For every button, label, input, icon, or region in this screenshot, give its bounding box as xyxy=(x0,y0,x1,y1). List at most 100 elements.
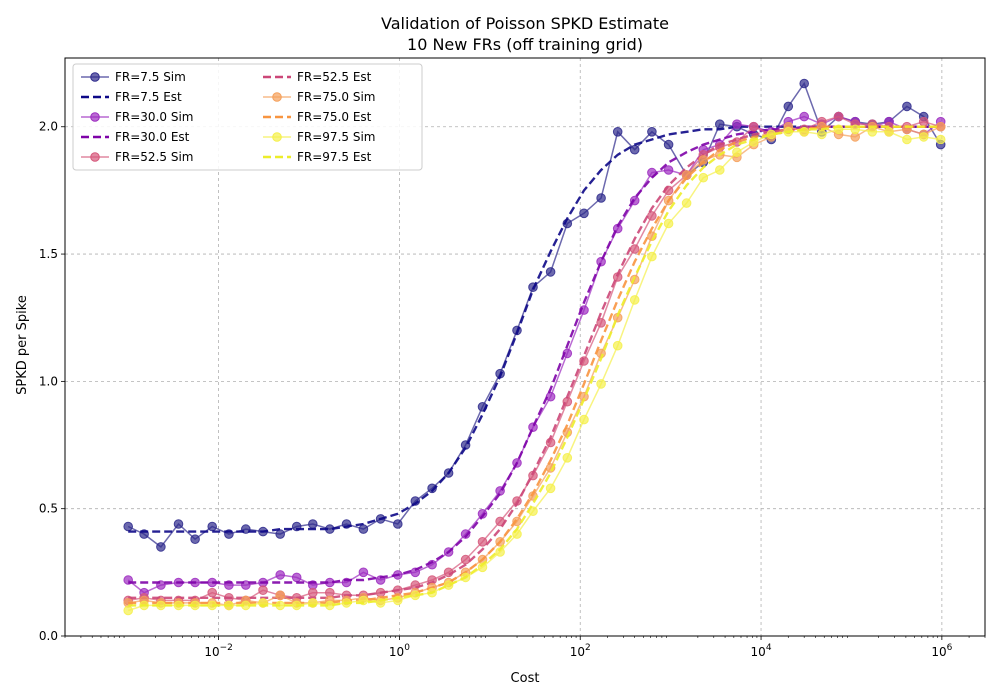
data-point xyxy=(207,521,217,532)
data-point xyxy=(663,165,674,175)
data-point xyxy=(308,519,318,529)
data-point xyxy=(799,111,810,122)
y-tick-label: 0.5 xyxy=(39,502,58,516)
data-point xyxy=(698,155,709,165)
data-point xyxy=(443,580,454,590)
y-tick-label: 2.0 xyxy=(39,120,58,134)
data-point xyxy=(207,587,217,598)
data-point xyxy=(612,340,623,351)
data-point xyxy=(358,524,369,534)
legend-marker xyxy=(272,132,282,142)
data-point xyxy=(562,453,573,463)
data-point xyxy=(698,172,709,183)
legend-item: FR=75.0 Sim xyxy=(263,90,375,104)
x-tick-label: 106 xyxy=(931,643,952,659)
data-point xyxy=(460,529,471,539)
data-point xyxy=(562,348,573,359)
data-point xyxy=(596,193,606,203)
legend-item: FR=52.5 Est xyxy=(263,70,372,84)
data-point xyxy=(275,529,286,539)
plot-area xyxy=(123,78,946,616)
legend-label: FR=30.0 Sim xyxy=(115,110,193,124)
legend-item: FR=52.5 Sim xyxy=(81,150,193,164)
legend-label: FR=7.5 Sim xyxy=(115,70,186,84)
data-point xyxy=(308,587,318,598)
legend: FR=7.5 Sim FR=7.5 Est FR=30.0 Sim FR=30.0 E… xyxy=(72,63,423,171)
data-point xyxy=(190,534,200,545)
data-point xyxy=(647,211,657,221)
chart-title: Validation of Poisson SPKD Estimate xyxy=(381,14,669,33)
data-point xyxy=(715,165,725,175)
data-point xyxy=(935,134,946,145)
data-point xyxy=(275,590,286,601)
legend-label: FR=97.5 Sim xyxy=(297,130,375,144)
data-point xyxy=(393,519,403,529)
data-point xyxy=(783,101,794,112)
y-tick-label: 0.0 xyxy=(39,629,58,643)
data-point xyxy=(935,121,946,132)
series-fr-30-0-est xyxy=(128,125,941,584)
data-point xyxy=(579,208,589,219)
data-point xyxy=(732,147,742,157)
data-point xyxy=(918,132,929,142)
data-point xyxy=(647,251,657,262)
data-point xyxy=(123,605,133,616)
data-point xyxy=(460,554,471,565)
legend-label: FR=75.0 Est xyxy=(297,110,372,124)
data-point xyxy=(291,572,302,583)
data-point xyxy=(715,119,725,129)
legend-label: FR=52.5 Sim xyxy=(115,150,193,164)
data-point xyxy=(427,483,437,494)
data-point xyxy=(799,78,810,89)
legend-label: FR=75.0 Sim xyxy=(297,90,375,104)
legend-label: FR=30.0 Est xyxy=(115,130,190,144)
y-tick-label: 1.5 xyxy=(39,247,58,261)
data-point xyxy=(833,111,844,122)
data-point xyxy=(902,101,912,112)
data-point xyxy=(173,519,184,529)
legend-item: FR=75.0 Est xyxy=(263,110,372,124)
legend-marker xyxy=(90,112,100,122)
y-tick-label: 1.0 xyxy=(39,374,58,388)
data-point xyxy=(123,521,133,532)
legend-label: FR=97.5 Est xyxy=(297,150,372,164)
data-point xyxy=(545,391,556,402)
data-point xyxy=(817,129,827,140)
data-point xyxy=(528,422,538,433)
chart-subtitle: 10 New FRs (off training grid) xyxy=(407,35,643,54)
data-point xyxy=(748,121,759,132)
plot-frame xyxy=(64,57,986,637)
legend-label: FR=52.5 Est xyxy=(297,70,372,84)
legend-label: FR=7.5 Est xyxy=(115,90,182,104)
legend-item: FR=30.0 Est xyxy=(81,130,190,144)
axes: 10−2 100 102 104 106 0.0 0.5 1.0 1.5 2.0 xyxy=(39,57,986,659)
data-point xyxy=(902,134,912,145)
series-line xyxy=(128,125,941,607)
data-point xyxy=(275,570,286,580)
data-point xyxy=(545,483,556,494)
data-point xyxy=(358,567,369,578)
data-point xyxy=(629,244,640,254)
legend-item: FR=30.0 Sim xyxy=(81,110,193,124)
data-point xyxy=(681,198,692,208)
legend-item: FR=7.5 Est xyxy=(81,90,182,104)
x-tick-label: 10−2 xyxy=(204,643,233,659)
data-point xyxy=(867,127,878,137)
data-point xyxy=(629,295,640,305)
legend-marker xyxy=(272,92,282,102)
series-line xyxy=(128,125,941,584)
legend-marker xyxy=(90,152,100,162)
data-point xyxy=(258,585,268,596)
data-point xyxy=(884,127,894,137)
data-point xyxy=(596,379,606,389)
data-point xyxy=(477,537,488,547)
series-fr-97-5-est xyxy=(128,125,941,607)
x-tick-label: 102 xyxy=(570,643,591,659)
data-point xyxy=(647,127,657,137)
legend-item: FR=97.5 Est xyxy=(263,150,372,164)
data-point xyxy=(918,116,929,127)
x-tick-label: 100 xyxy=(389,643,410,659)
data-point xyxy=(579,414,589,425)
legend-box xyxy=(72,63,423,171)
